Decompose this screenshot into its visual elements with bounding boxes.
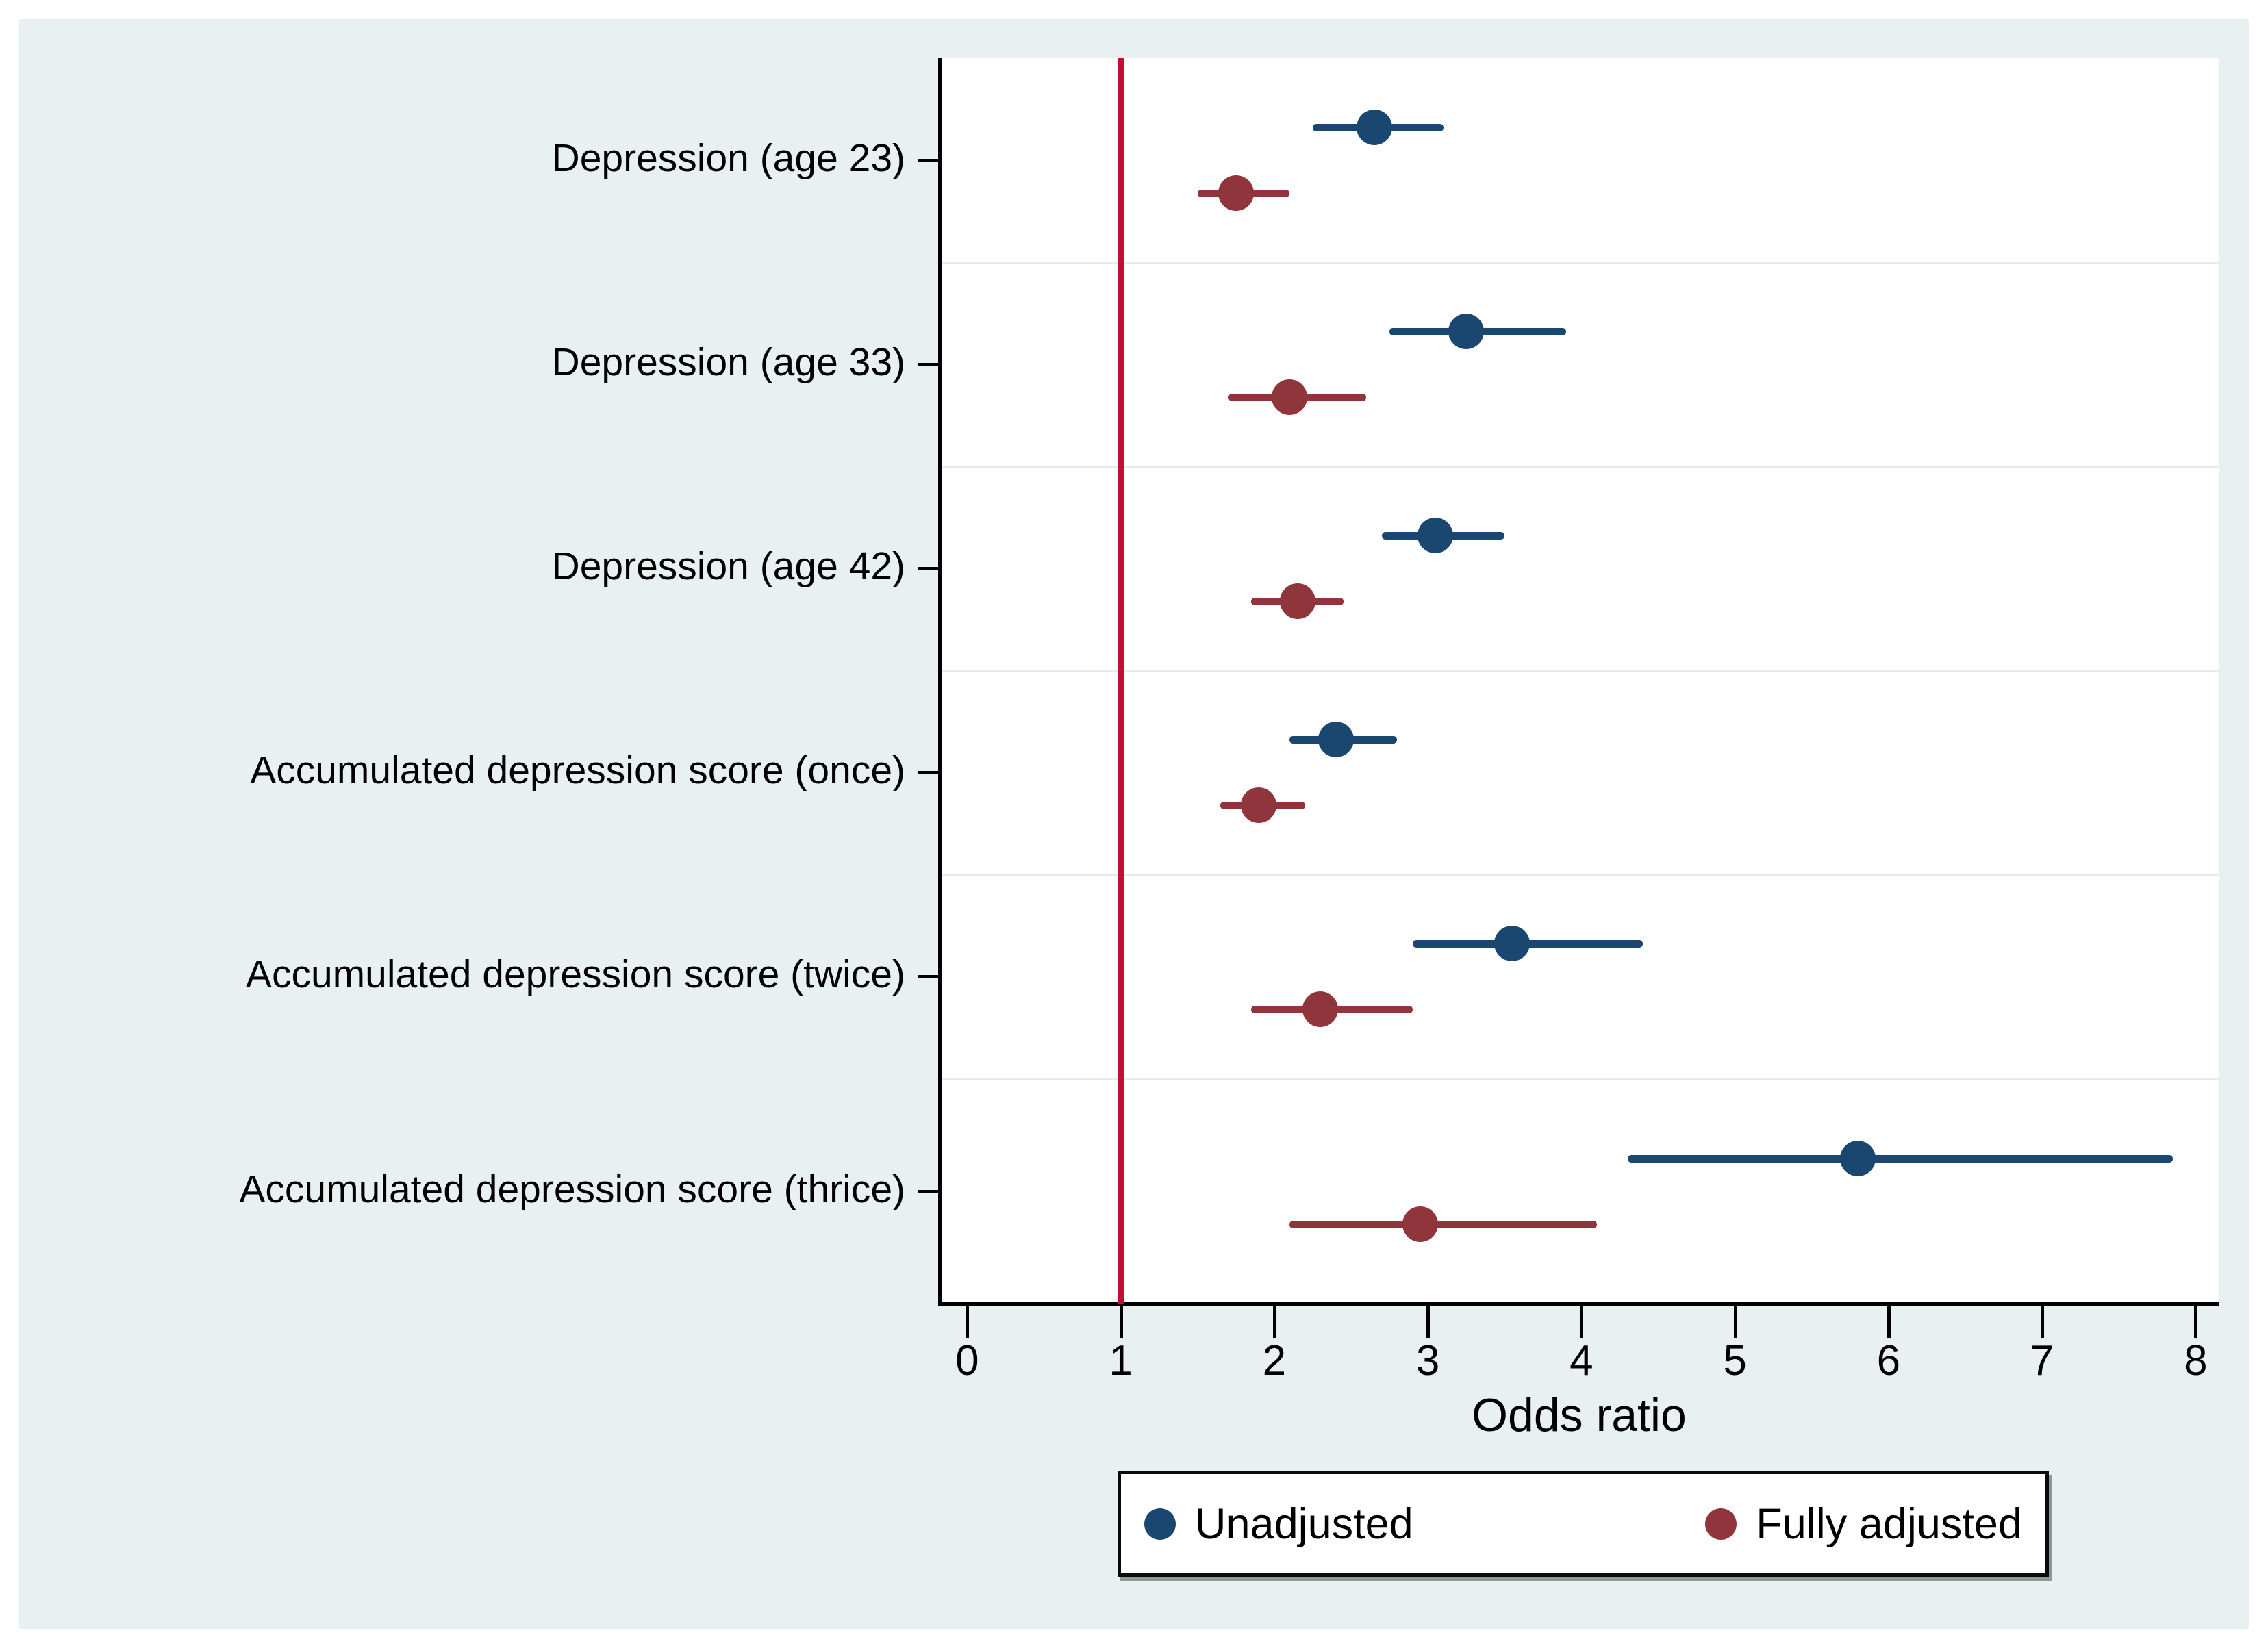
category-label: Depression (age 42) bbox=[551, 544, 905, 588]
category-label: Accumulated depression score (twice) bbox=[245, 952, 905, 996]
x-axis-line bbox=[938, 1302, 2219, 1306]
category-label: Accumulated depression score (once) bbox=[250, 748, 905, 792]
x-tick-mark bbox=[1733, 1306, 1737, 1338]
x-tick-label: 0 bbox=[955, 1337, 979, 1384]
y-tick-mark bbox=[918, 363, 940, 366]
y-tick-mark bbox=[918, 771, 940, 774]
x-tick-label: 5 bbox=[1723, 1337, 1747, 1384]
category-label: Accumulated depression score (thrice) bbox=[239, 1167, 905, 1211]
x-tick-label: 1 bbox=[1109, 1337, 1133, 1384]
separator-gridline bbox=[942, 670, 2219, 672]
y-tick-mark bbox=[918, 567, 940, 570]
category-label: Depression (age 33) bbox=[551, 340, 905, 384]
x-axis-title: Odds ratio bbox=[1472, 1389, 1687, 1441]
x-tick-label: 4 bbox=[1570, 1337, 1593, 1384]
point-estimate-marker bbox=[1279, 583, 1315, 619]
separator-gridline bbox=[942, 262, 2219, 264]
reference-line-or-1 bbox=[1118, 58, 1124, 1304]
point-estimate-marker bbox=[1241, 787, 1277, 823]
confidence-interval-bar bbox=[1289, 1220, 1597, 1228]
point-estimate-marker bbox=[1402, 1206, 1438, 1242]
point-estimate-marker bbox=[1840, 1141, 1876, 1176]
unadjusted-marker-icon bbox=[1144, 1508, 1176, 1540]
point-estimate-marker bbox=[1318, 722, 1354, 757]
x-tick-label: 7 bbox=[2030, 1337, 2054, 1384]
legend-label-unadjusted: Unadjusted bbox=[1195, 1499, 1413, 1548]
x-tick-mark bbox=[2041, 1306, 2045, 1338]
y-axis-line bbox=[938, 58, 942, 1306]
x-tick-mark bbox=[1426, 1306, 1431, 1338]
point-estimate-marker bbox=[1356, 110, 1392, 145]
legend-item-unadjusted: Unadjusted bbox=[1144, 1499, 1413, 1549]
x-tick-label: 6 bbox=[1876, 1337, 1901, 1384]
category-label: Depression (age 23) bbox=[551, 136, 905, 180]
confidence-interval-bar bbox=[1627, 1154, 2173, 1163]
x-tick-label: 2 bbox=[1262, 1337, 1287, 1384]
legend-label-fully-adjusted: Fully adjusted bbox=[1756, 1499, 2022, 1548]
x-tick-label: 3 bbox=[1415, 1337, 1440, 1384]
separator-gridline bbox=[942, 466, 2219, 468]
separator-gridline bbox=[942, 874, 2219, 876]
y-tick-mark bbox=[918, 975, 940, 978]
point-estimate-marker bbox=[1494, 926, 1530, 961]
point-estimate-marker bbox=[1218, 175, 1254, 211]
separator-gridline bbox=[942, 1078, 2219, 1080]
point-estimate-marker bbox=[1448, 314, 1485, 349]
point-estimate-marker bbox=[1418, 518, 1454, 553]
point-estimate-marker bbox=[1272, 379, 1308, 415]
x-tick-mark bbox=[966, 1306, 970, 1338]
fully-adjusted-marker-icon bbox=[1705, 1508, 1737, 1540]
x-tick-mark bbox=[1580, 1306, 1584, 1338]
plot-area bbox=[940, 58, 2219, 1304]
x-tick-mark bbox=[1272, 1306, 1276, 1338]
y-tick-mark bbox=[918, 1190, 940, 1193]
legend: Unadjusted Fully adjusted bbox=[1118, 1471, 2049, 1577]
x-tick-mark bbox=[2194, 1306, 2198, 1338]
x-tick-mark bbox=[1887, 1306, 1891, 1338]
y-tick-mark bbox=[918, 159, 940, 162]
x-tick-mark bbox=[1119, 1306, 1123, 1338]
x-tick-label: 8 bbox=[2184, 1337, 2208, 1384]
legend-item-fully-adjusted: Fully adjusted bbox=[1705, 1499, 2022, 1549]
point-estimate-marker bbox=[1302, 991, 1339, 1027]
